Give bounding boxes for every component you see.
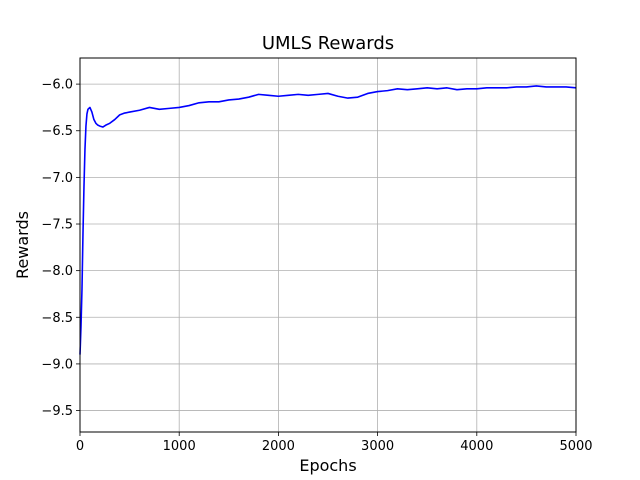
y-tick-label: −9.5 [41,404,73,419]
x-tick-label: 3000 [361,439,394,454]
x-tick-label: 0 [76,439,84,454]
y-tick-label: −7.0 [41,171,73,186]
y-tick-label: −6.0 [41,78,73,93]
x-tick-label: 2000 [262,439,295,454]
x-axis-ticks: 0 1000 2000 3000 4000 5000 [76,432,593,454]
y-axis-title: Rewards [13,211,32,279]
y-tick-label: −7.5 [41,218,73,233]
x-tick-label: 1000 [163,439,196,454]
series-line [79,85,577,355]
x-axis-title: Epochs [299,456,356,475]
x-tick-label: 4000 [460,439,493,454]
x-tick-label: 5000 [559,439,592,454]
y-tick-label: −6.5 [41,124,73,139]
plot-frame [79,57,577,433]
series-group [79,85,577,355]
y-tick-label: −8.0 [41,264,73,279]
chart-title: UMLS Rewards [262,33,394,54]
y-tick-label: −9.0 [41,357,73,372]
y-axis-ticks: −9.5 −9.0 −8.5 −8.0 −7.5 −7.0 −6.5 −6.0 [41,78,80,419]
y-tick-label: −8.5 [41,311,73,326]
